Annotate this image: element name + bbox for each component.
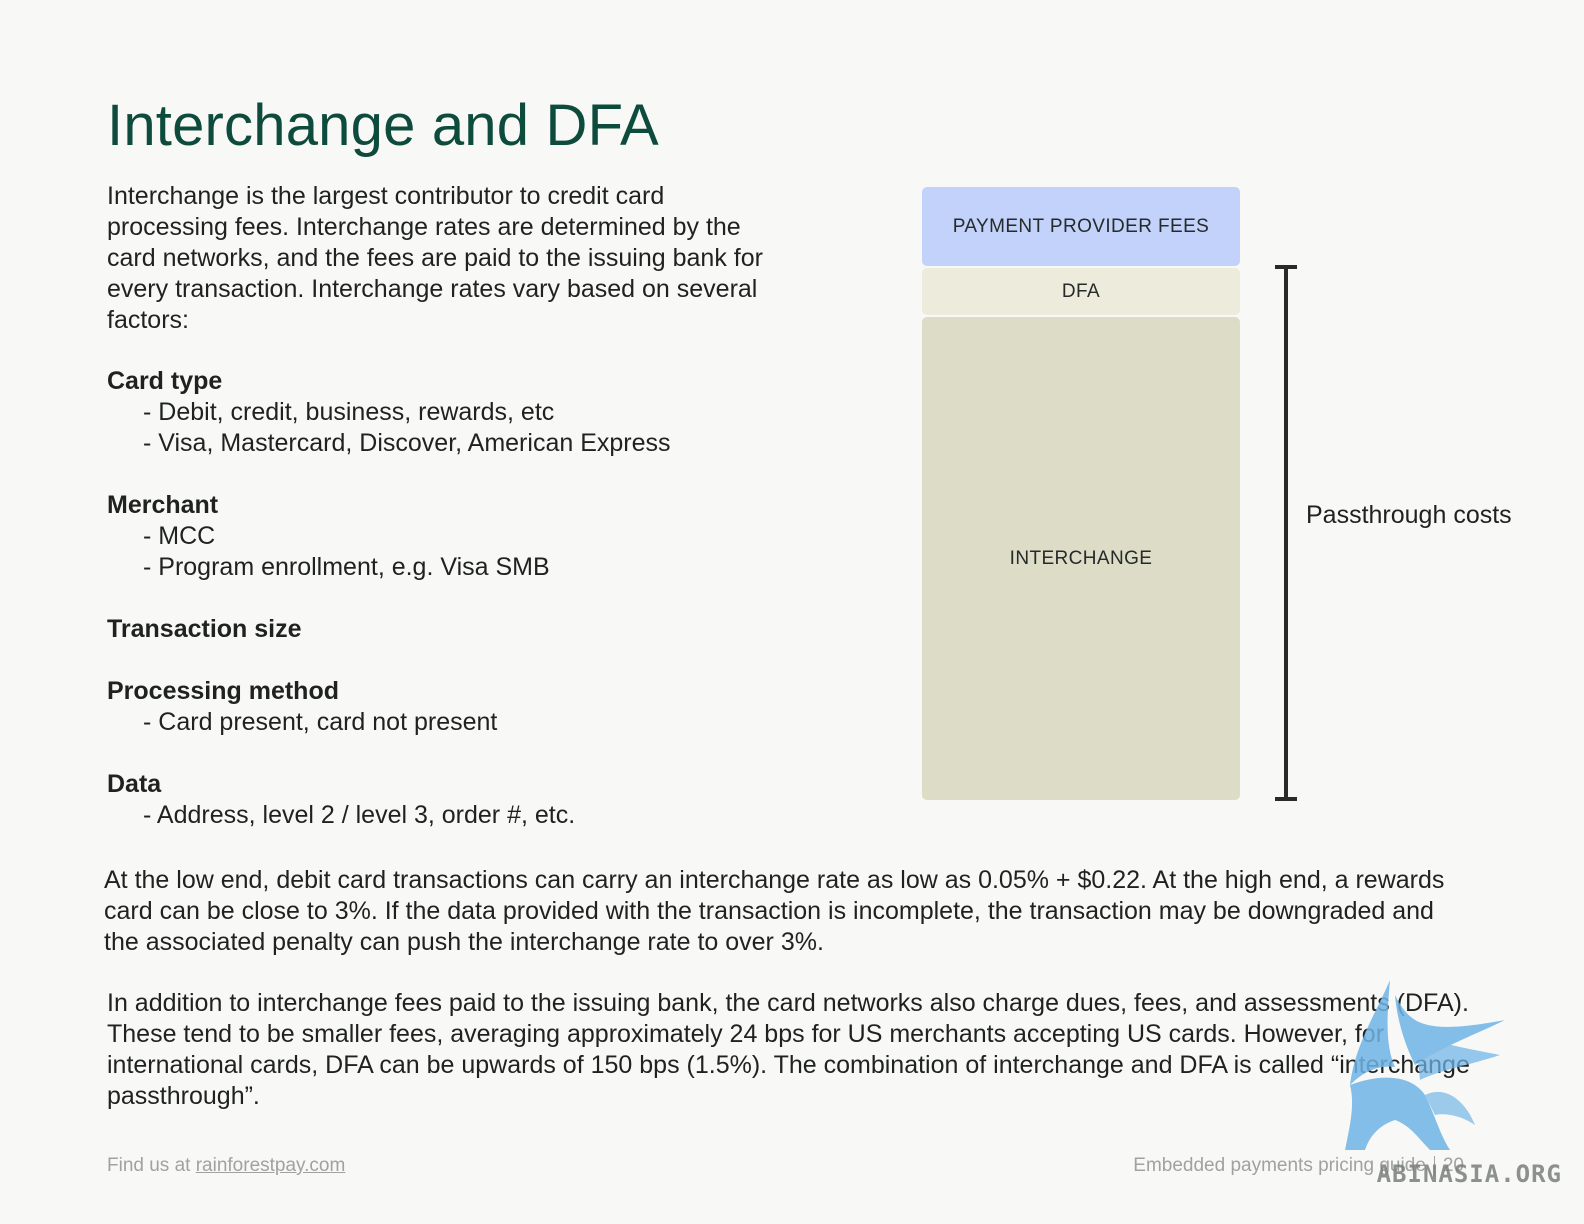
factor-heading: Transaction size: [107, 615, 302, 643]
factors-list: Card type Debit, credit, business, rewar…: [107, 366, 807, 862]
bracket-cap-bottom: [1275, 797, 1297, 801]
dfa-paragraph: In addition to interchange fees paid to …: [107, 989, 1470, 1110]
factor-transaction-size: Transaction size: [107, 614, 807, 645]
dfa-block: DFA: [922, 268, 1240, 315]
factor-heading: Data: [107, 770, 162, 798]
factor-merchant: Merchant MCC Program enrollment, e.g. Vi…: [107, 490, 807, 583]
factor-item: Card present, card not present: [143, 707, 807, 738]
factor-heading: Processing method: [107, 677, 339, 705]
passthrough-bracket: [1275, 265, 1297, 801]
block-label: PAYMENT PROVIDER FEES: [952, 215, 1210, 237]
factor-items: Debit, credit, business, rewards, etc Vi…: [107, 397, 807, 459]
factor-heading: Merchant: [107, 491, 219, 519]
factor-items: Card present, card not present: [107, 707, 807, 738]
factor-item: MCC: [143, 521, 807, 552]
factor-data: Data Address, level 2 / level 3, order #…: [107, 769, 807, 831]
footer-left: Find us at rainforestpay.com: [107, 1155, 345, 1177]
footer-website-link[interactable]: rainforestpay.com: [195, 1155, 346, 1176]
factor-item: Visa, Mastercard, Discover, American Exp…: [143, 428, 807, 459]
intro-paragraph: Interchange is the largest contributor t…: [107, 182, 763, 334]
low-high-end-paragraph: At the low end, debit card transactions …: [104, 866, 1445, 956]
passthrough-costs-label: Passthrough costs: [1306, 501, 1512, 529]
bracket-bar: [1284, 265, 1288, 801]
factor-card-type: Card type Debit, credit, business, rewar…: [107, 366, 807, 459]
payment-provider-fees-block: PAYMENT PROVIDER FEES: [922, 187, 1240, 266]
factor-item: Program enrollment, e.g. Visa SMB: [143, 552, 807, 583]
footer-guide-title: Embedded payments pricing guide: [1133, 1155, 1426, 1176]
block-label: DFA: [1061, 280, 1101, 302]
footer-divider: [1433, 1155, 1435, 1176]
page-title: Interchange and DFA: [107, 93, 659, 158]
factor-item: Debit, credit, business, rewards, etc: [143, 397, 807, 428]
interchange-block: INTERCHANGE: [922, 317, 1240, 800]
griffin-icon: [1345, 980, 1505, 1150]
factor-items: MCC Program enrollment, e.g. Visa SMB: [107, 521, 807, 583]
block-label: INTERCHANGE: [1009, 547, 1153, 569]
footer-right: Embedded payments pricing guide 20: [1133, 1155, 1464, 1177]
factor-heading: Card type: [107, 367, 223, 395]
factor-processing-method: Processing method Card present, card not…: [107, 676, 807, 738]
factor-items: Address, level 2 / level 3, order #, etc…: [107, 800, 807, 831]
page-number: 20: [1442, 1155, 1464, 1176]
factor-item: Address, level 2 / level 3, order #, etc…: [143, 800, 807, 831]
footer-prefix: Find us at: [107, 1155, 191, 1176]
watermark-text: ABINASIA.ORG: [1376, 1160, 1562, 1188]
